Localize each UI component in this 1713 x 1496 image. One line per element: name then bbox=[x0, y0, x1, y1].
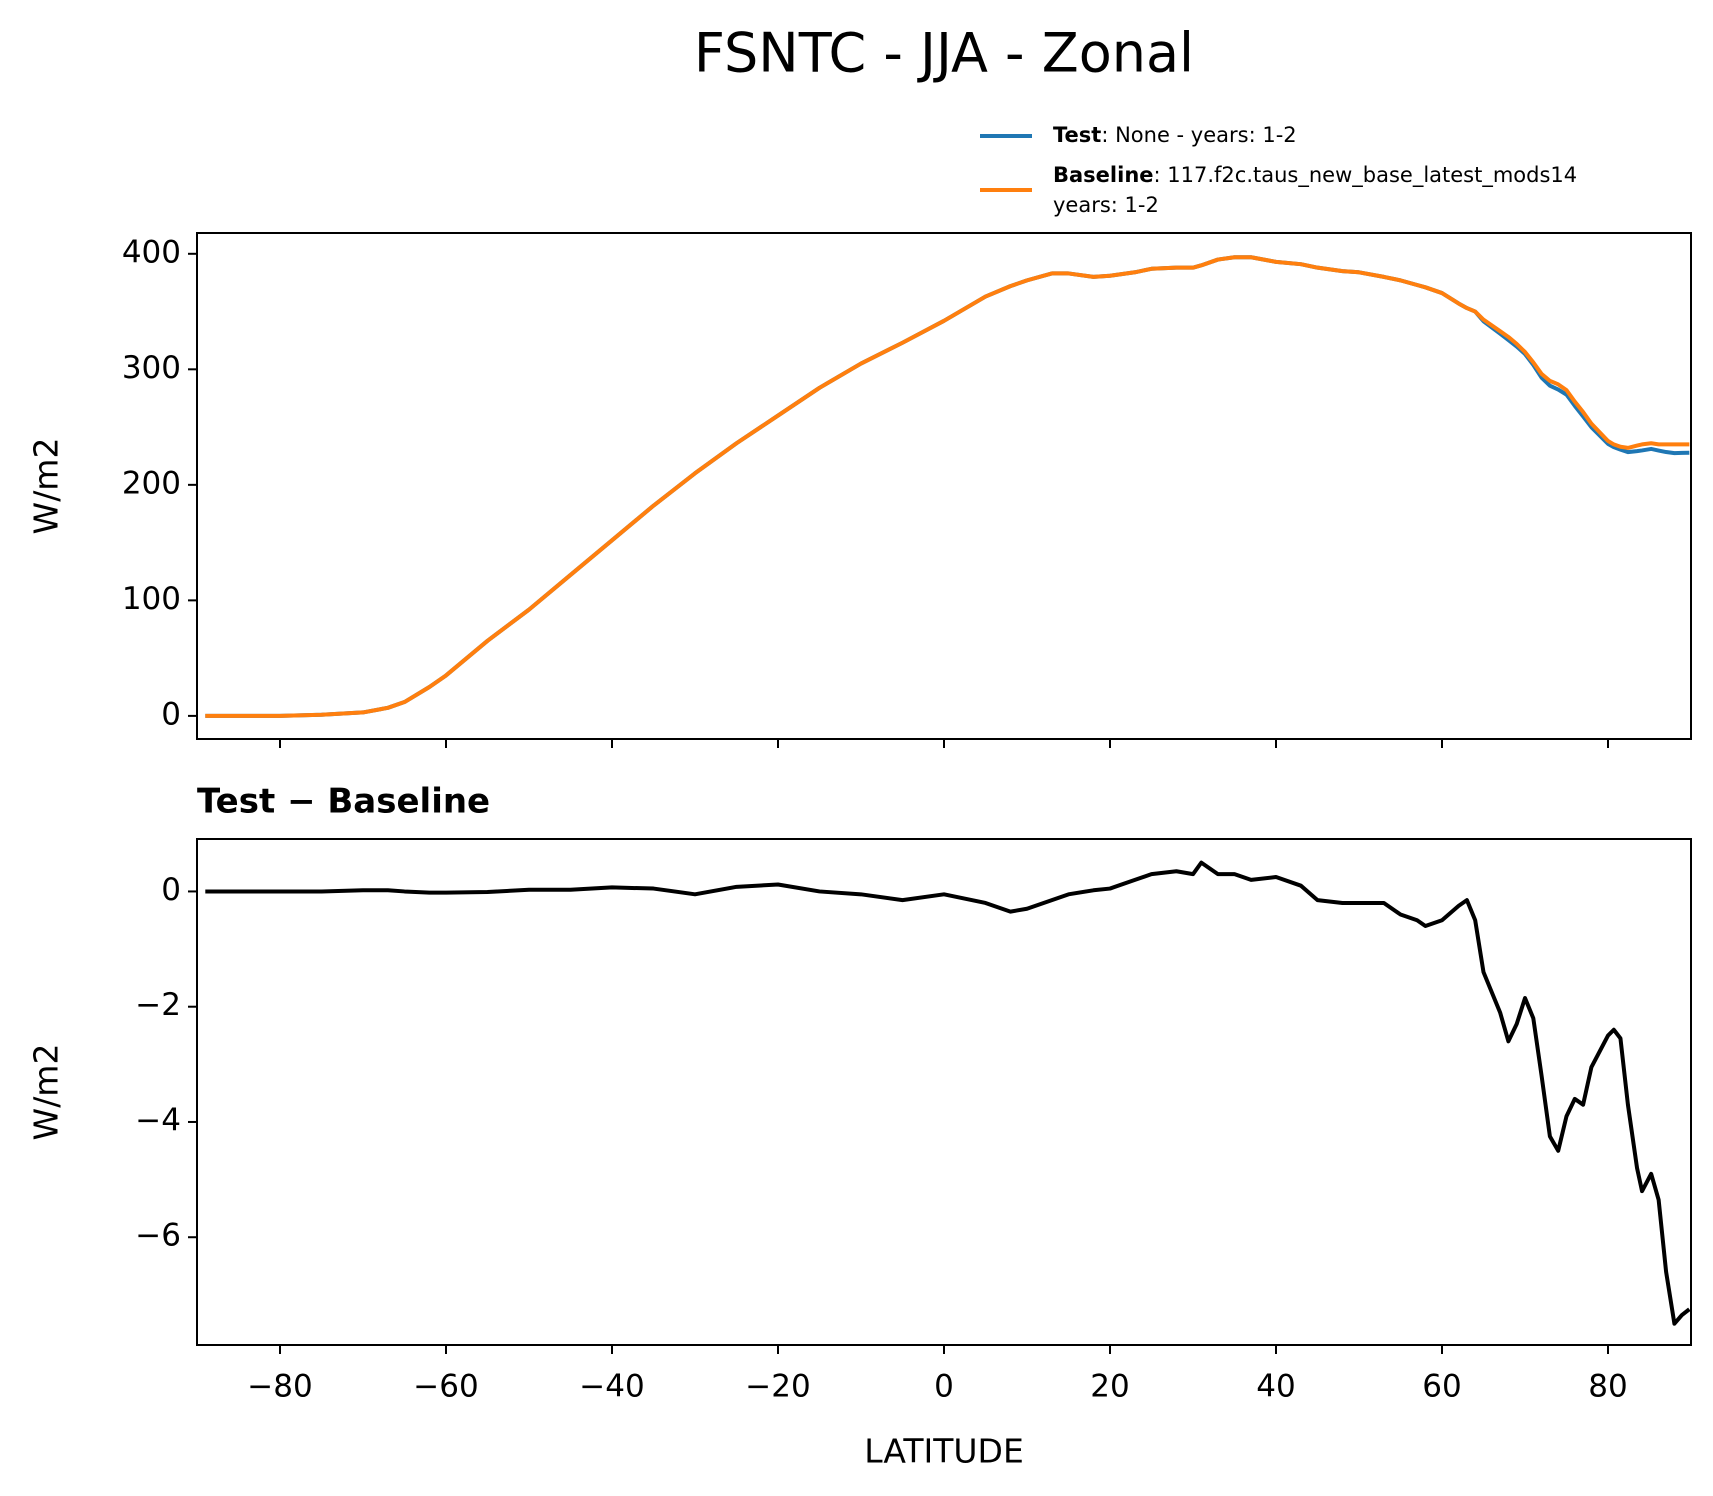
legend-label: Test: None - years: 1-2 bbox=[1053, 123, 1297, 147]
x-tick-label: 20 bbox=[1090, 1369, 1129, 1405]
legend-label: years: 1-2 bbox=[1053, 193, 1159, 217]
y-tick-label: 100 bbox=[122, 581, 181, 617]
y-tick-label: 400 bbox=[122, 234, 181, 270]
axes-title: Test − Baseline bbox=[197, 782, 490, 822]
figure-title: FSNTC - JJA - Zonal bbox=[694, 22, 1194, 85]
axes-frame bbox=[196, 232, 1692, 740]
axes-frame bbox=[196, 838, 1692, 1346]
y-tick-label: −6 bbox=[135, 1218, 181, 1254]
y-tick-label: 200 bbox=[122, 465, 181, 501]
y-axis-label: W/m2 bbox=[27, 1044, 66, 1141]
data-line bbox=[205, 860, 1691, 1326]
legend-text: : 117.f2c.taus_new_base_latest_mods14 bbox=[1154, 163, 1578, 188]
y-tick-label: 0 bbox=[161, 872, 181, 908]
x-tick-label: 40 bbox=[1256, 1369, 1295, 1405]
data-line bbox=[205, 255, 1690, 718]
legend-name: Test bbox=[1053, 123, 1101, 147]
legend-text: : None - years: 1-2 bbox=[1101, 123, 1296, 147]
legend-name: Baseline bbox=[1053, 163, 1154, 187]
data-line bbox=[205, 255, 1690, 718]
y-tick-label: −2 bbox=[135, 987, 181, 1023]
x-axis-label: LATITUDE bbox=[864, 1432, 1024, 1471]
y-tick-label: −4 bbox=[135, 1102, 181, 1138]
y-tick-label: 300 bbox=[122, 350, 181, 386]
legend-label: Baseline: 117.f2c.taus_new_base_latest_m… bbox=[1053, 163, 1577, 188]
y-axis-label: W/m2 bbox=[27, 438, 66, 535]
x-tick-label: −60 bbox=[413, 1369, 478, 1405]
x-tick-label: −40 bbox=[579, 1369, 644, 1405]
x-tick-label: 80 bbox=[1588, 1369, 1627, 1405]
x-tick-label: −20 bbox=[745, 1369, 810, 1405]
x-tick-label: −80 bbox=[247, 1369, 312, 1405]
y-tick-label: 0 bbox=[161, 696, 181, 732]
x-tick-label: 0 bbox=[934, 1369, 954, 1405]
x-tick-label: 60 bbox=[1422, 1369, 1461, 1405]
